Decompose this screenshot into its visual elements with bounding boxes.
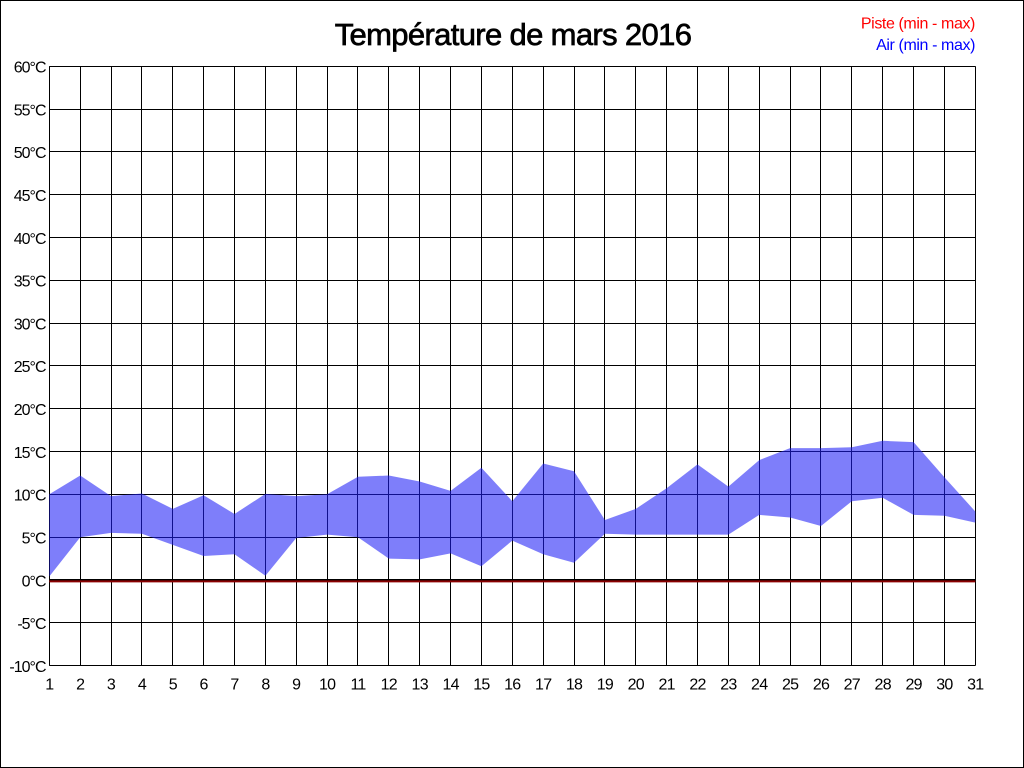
svg-text:20°C: 20°C xyxy=(14,402,46,419)
svg-text:23: 23 xyxy=(720,677,737,694)
svg-text:55°C: 55°C xyxy=(14,102,46,119)
svg-text:35°C: 35°C xyxy=(14,274,46,291)
svg-text:21: 21 xyxy=(658,677,675,694)
svg-text:22: 22 xyxy=(689,677,706,694)
svg-text:10: 10 xyxy=(319,677,336,694)
svg-text:31: 31 xyxy=(967,677,984,694)
svg-text:12: 12 xyxy=(381,677,398,694)
svg-text:Piste (min - max): Piste (min - max) xyxy=(861,16,975,33)
svg-text:-5°C: -5°C xyxy=(17,616,46,633)
svg-text:45°C: 45°C xyxy=(14,188,46,205)
svg-text:30°C: 30°C xyxy=(14,316,46,333)
svg-text:20: 20 xyxy=(628,677,645,694)
svg-text:Température de mars 2016: Température de mars 2016 xyxy=(335,17,692,52)
svg-text:40°C: 40°C xyxy=(14,231,46,248)
svg-text:26: 26 xyxy=(813,677,830,694)
svg-text:9: 9 xyxy=(292,677,301,694)
svg-text:-10°C: -10°C xyxy=(9,659,46,676)
svg-text:10°C: 10°C xyxy=(14,488,46,505)
svg-text:24: 24 xyxy=(751,677,768,694)
svg-text:15: 15 xyxy=(473,677,490,694)
svg-text:14: 14 xyxy=(442,677,459,694)
svg-text:2: 2 xyxy=(76,677,85,694)
svg-text:3: 3 xyxy=(107,677,116,694)
svg-text:19: 19 xyxy=(597,677,614,694)
svg-text:4: 4 xyxy=(138,677,147,694)
svg-text:8: 8 xyxy=(261,677,270,694)
svg-text:28: 28 xyxy=(875,677,892,694)
svg-text:0°C: 0°C xyxy=(22,573,46,590)
svg-text:11: 11 xyxy=(350,677,366,694)
svg-text:6: 6 xyxy=(200,677,209,694)
svg-text:Air (min - max): Air (min - max) xyxy=(876,37,975,54)
svg-text:13: 13 xyxy=(412,677,429,694)
svg-text:50°C: 50°C xyxy=(14,145,46,162)
svg-text:1: 1 xyxy=(45,677,54,694)
svg-text:25°C: 25°C xyxy=(14,359,46,376)
svg-text:7: 7 xyxy=(230,677,239,694)
svg-text:5: 5 xyxy=(169,677,178,694)
svg-text:27: 27 xyxy=(844,677,861,694)
svg-text:5°C: 5°C xyxy=(22,531,46,548)
svg-text:29: 29 xyxy=(905,677,922,694)
svg-text:15°C: 15°C xyxy=(14,445,46,462)
svg-text:60°C: 60°C xyxy=(14,60,46,77)
svg-text:25: 25 xyxy=(782,677,799,694)
svg-text:16: 16 xyxy=(504,677,521,694)
svg-text:17: 17 xyxy=(535,677,552,694)
svg-text:30: 30 xyxy=(936,677,953,694)
svg-text:18: 18 xyxy=(566,677,583,694)
